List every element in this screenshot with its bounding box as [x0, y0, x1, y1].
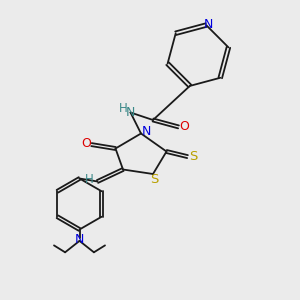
Text: H: H — [85, 172, 94, 186]
Text: O: O — [81, 136, 91, 150]
Text: S: S — [189, 150, 197, 163]
Text: N: N — [142, 125, 151, 139]
Text: S: S — [150, 173, 159, 186]
Text: O: O — [179, 120, 189, 134]
Text: N: N — [126, 106, 135, 119]
Text: N: N — [75, 233, 84, 246]
Text: N: N — [204, 18, 213, 31]
Text: H: H — [118, 102, 127, 116]
